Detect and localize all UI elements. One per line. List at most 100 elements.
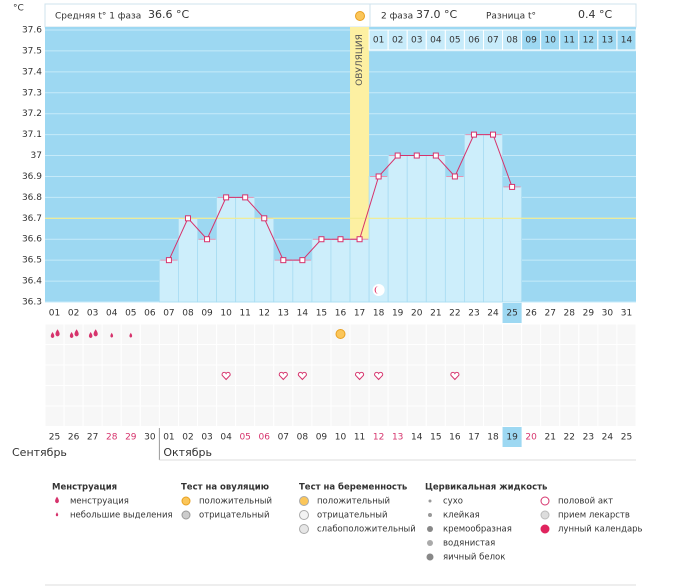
calendar-date: 25 — [621, 433, 632, 443]
temperature-point — [490, 131, 497, 138]
x-tick-label: 07 — [163, 309, 174, 319]
temperature-point — [375, 173, 382, 180]
x-tick-label: 30 — [602, 309, 614, 319]
spotting-icon — [129, 332, 133, 338]
event-cell — [82, 405, 103, 427]
x-tick-label: 05 — [125, 309, 136, 319]
event-cell — [578, 323, 599, 345]
y-tick-label: 36.7 — [22, 214, 42, 224]
calendar-date: 21 — [544, 433, 555, 443]
event-cell — [63, 364, 84, 386]
event-cell — [254, 385, 275, 407]
x-tick-label: 08 — [182, 309, 194, 319]
x-tick-label: 27 — [544, 309, 555, 319]
event-cell — [616, 385, 637, 407]
legend-title: Цервикальная жидкость — [425, 483, 547, 493]
ovulation-test-icon — [335, 329, 346, 339]
temperature-column — [406, 155, 427, 303]
event-cell — [101, 385, 122, 407]
event-cell — [406, 364, 427, 386]
event-cell — [444, 405, 465, 427]
event-cell — [540, 405, 561, 427]
event-cell — [101, 364, 122, 386]
event-cell — [502, 364, 523, 386]
x-tick-label: 02 — [68, 309, 79, 319]
event-cell — [540, 364, 561, 386]
event-cell — [63, 344, 84, 366]
phase2-label: 2 фаза — [381, 12, 413, 22]
temperature-point — [337, 236, 344, 243]
legend-icon — [540, 524, 550, 534]
cycle-day-label: 11 — [564, 36, 575, 46]
menstruation-icon — [93, 329, 98, 337]
x-tick-label: 20 — [411, 309, 423, 319]
ovulation-icon — [355, 11, 365, 21]
event-cell — [559, 344, 580, 366]
temperature-column — [502, 186, 523, 303]
intercourse-icon — [297, 371, 307, 381]
event-cell — [216, 323, 237, 345]
temperature-point — [432, 152, 439, 159]
event-cell — [235, 344, 256, 366]
intercourse-icon — [450, 371, 460, 381]
event-cell — [349, 385, 370, 407]
intercourse-icon — [221, 371, 231, 381]
temperature-column — [330, 238, 351, 303]
legend-item: небольшие выделения — [70, 511, 173, 521]
legend-icon — [426, 553, 434, 561]
event-cell — [425, 405, 446, 427]
event-cell — [559, 405, 580, 427]
x-tick-label: 25 — [506, 309, 517, 319]
event-cell — [139, 364, 160, 386]
today-cell — [502, 303, 522, 323]
event-cell — [521, 364, 542, 386]
event-cell — [311, 385, 332, 407]
legend-icon — [427, 526, 433, 532]
y-tick-label: 36.5 — [22, 256, 42, 266]
calendar-date: 09 — [316, 433, 328, 443]
calendar-date: 26 — [68, 433, 80, 443]
event-cell — [254, 323, 275, 345]
event-cell — [254, 364, 275, 386]
event-cell — [216, 344, 237, 366]
event-cell — [502, 405, 523, 427]
event-cell — [330, 364, 351, 386]
event-cell — [387, 323, 408, 345]
lunar-crescent — [374, 286, 379, 294]
event-cell — [101, 344, 122, 366]
event-cell — [444, 323, 465, 345]
event-cell — [330, 385, 351, 407]
event-cell — [158, 405, 179, 427]
temperature-point — [165, 257, 172, 264]
event-cell — [44, 323, 65, 345]
event-cell — [197, 364, 218, 386]
temperature-column — [273, 259, 294, 303]
temperature-point — [261, 215, 268, 222]
event-cell — [235, 385, 256, 407]
event-cell — [158, 323, 179, 345]
calendar-date: 06 — [259, 433, 271, 443]
temperature-column — [178, 217, 198, 303]
event-cell — [158, 344, 179, 366]
event-cell — [482, 385, 504, 407]
cycle-day-label: 04 — [430, 36, 442, 46]
event-cell — [444, 344, 465, 366]
legend-icon — [181, 510, 191, 520]
month-label: Октябрь — [163, 446, 212, 459]
event-cell — [254, 405, 275, 427]
event-cell — [540, 385, 561, 407]
legend-item: слабоположительный — [317, 525, 416, 535]
legend-title: Тест на овуляцию — [181, 483, 269, 493]
calendar-date: 04 — [220, 433, 232, 443]
ovulation-label: ОВУЛЯЦИЯ — [355, 34, 365, 86]
event-cell — [368, 344, 389, 366]
cycle-day-label: 07 — [487, 36, 498, 46]
legend-icon — [299, 496, 309, 506]
legend-item: положительный — [317, 497, 390, 507]
x-tick-label: 24 — [487, 309, 499, 319]
event-cell — [616, 323, 637, 345]
legend-icon — [181, 496, 191, 506]
diff-value: 0.4 °C — [578, 8, 612, 21]
temperature-point — [356, 236, 363, 243]
event-cell — [82, 364, 103, 386]
